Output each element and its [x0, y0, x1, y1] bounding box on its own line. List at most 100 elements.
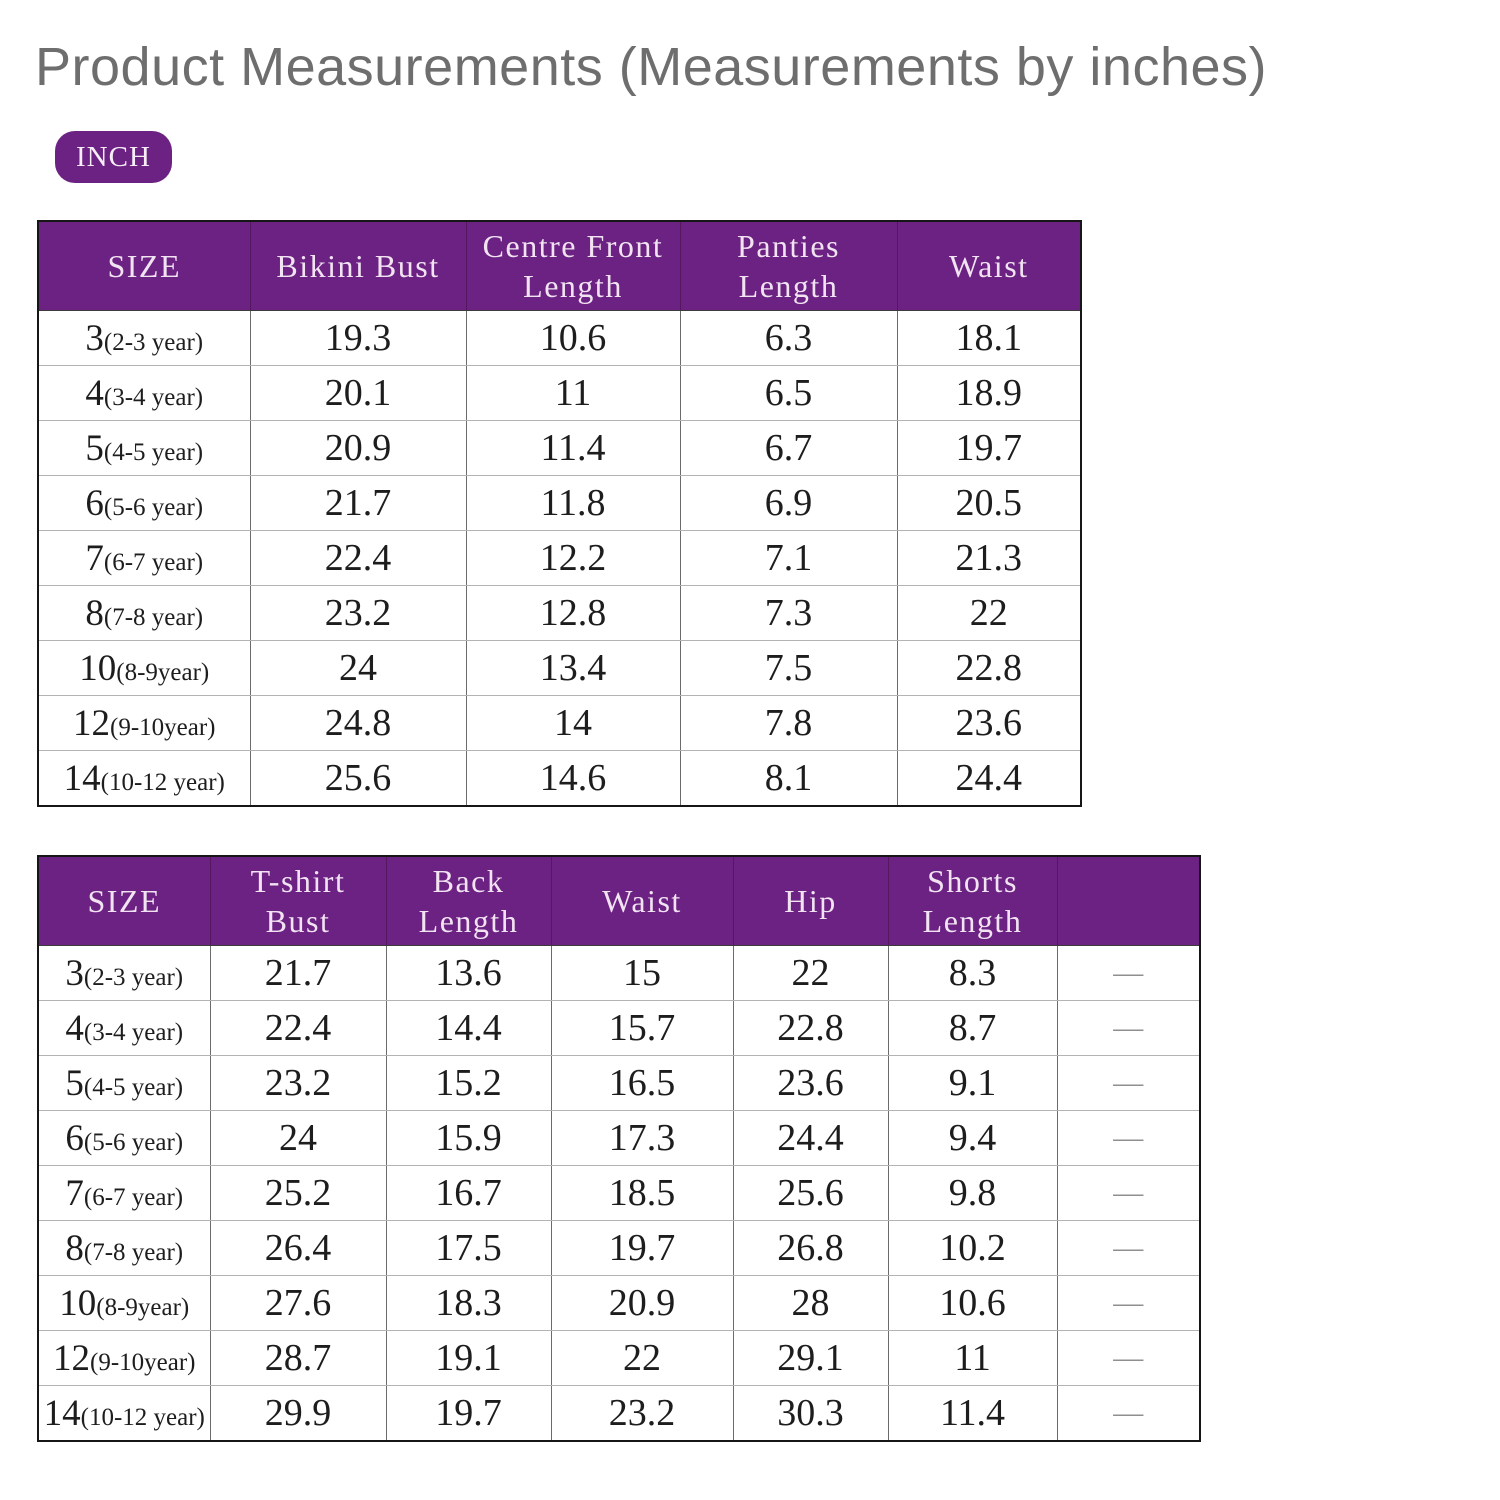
size-label: 7(6-7 year) [37, 530, 251, 586]
measurement-cell: 10.6 [887, 1275, 1058, 1331]
age-range: (6-7 year) [103, 549, 204, 576]
age-range: (8-9year) [116, 659, 210, 686]
empty-dash-cell: — [1056, 1110, 1201, 1166]
measurement-cell: 6.9 [679, 475, 898, 531]
measurement-cell: 24 [249, 640, 467, 696]
measurement-cell: 20.9 [550, 1275, 734, 1331]
size-number: 6 [85, 483, 104, 524]
table-row: 12(9-10year) 24.8 14 7.8 23.6 [37, 695, 1082, 751]
measurement-cell: 19.7 [385, 1385, 552, 1442]
tshirt-shorts-measurements-table: SIZE T-shirt Bust Back Length Waist Hip Short… [37, 855, 1201, 1442]
size-label: 8(7-8 year) [37, 1220, 211, 1276]
size-number: 8 [85, 593, 104, 634]
header-row: SIZE T-shirt Bust Back Length Waist Hip Short… [37, 856, 1201, 946]
column-header: Waist [896, 221, 1082, 311]
measurement-cell: 23.2 [550, 1385, 734, 1442]
empty-dash-cell: — [1056, 1165, 1201, 1221]
measurement-cell: 19.1 [385, 1330, 552, 1386]
measurement-cell: 12.2 [465, 530, 681, 586]
measurement-cell: 23.2 [209, 1055, 387, 1111]
measurement-cell: 13.4 [465, 640, 681, 696]
size-number: 7 [85, 538, 104, 579]
table-row: 5(4-5 year) 23.2 15.2 16.5 23.6 9.1— [37, 1055, 1201, 1111]
size-label: 10(8-9year) [37, 640, 251, 696]
table-row: 6(5-6 year) 24 15.9 17.3 24.4 9.4— [37, 1110, 1201, 1166]
measurement-cell: 22.8 [896, 640, 1082, 696]
measurement-cell: 11 [887, 1330, 1058, 1386]
measurement-cell: 20.5 [896, 475, 1082, 531]
size-number: 3 [85, 318, 104, 359]
empty-dash-cell: — [1056, 1055, 1201, 1111]
measurement-cell: 24.4 [896, 750, 1082, 807]
measurement-cell: 22 [896, 585, 1082, 641]
size-label: 12(9-10year) [37, 1330, 211, 1386]
measurement-cell: 27.6 [209, 1275, 387, 1331]
measurement-cell: 15 [550, 945, 734, 1001]
measurement-cell: 20.9 [249, 420, 467, 476]
column-header-empty [1056, 856, 1201, 946]
measurement-cell: 19.7 [550, 1220, 734, 1276]
size-number: 14 [43, 1393, 81, 1434]
measurement-cell: 18.9 [896, 365, 1082, 421]
table-row: 4(3-4 year) 22.4 14.4 15.7 22.8 8.7— [37, 1000, 1201, 1056]
table-row: 6(5-6 year) 21.7 11.8 6.9 20.5 [37, 475, 1082, 531]
size-number: 10 [79, 648, 117, 689]
empty-dash-cell: — [1056, 1220, 1201, 1276]
empty-dash-cell: — [1056, 1000, 1201, 1056]
measurement-cell: 16.7 [385, 1165, 552, 1221]
empty-dash-cell: — [1056, 1385, 1201, 1442]
measurement-cell: 15.9 [385, 1110, 552, 1166]
age-range: (6-7 year) [83, 1184, 184, 1211]
measurement-cell: 21.7 [209, 945, 387, 1001]
size-label: 6(5-6 year) [37, 475, 251, 531]
size-number: 14 [63, 758, 101, 799]
column-header: Shorts Length [887, 856, 1058, 946]
page-title: Product Measurements (Measurements by in… [35, 37, 1267, 97]
measurement-cell: 9.8 [887, 1165, 1058, 1221]
size-number: 5 [85, 428, 104, 469]
measurement-cell: 23.2 [249, 585, 467, 641]
table-row: 8(7-8 year) 26.4 17.5 19.7 26.8 10.2— [37, 1220, 1201, 1276]
column-header: Centre Front Length [465, 221, 681, 311]
age-range: (4-5 year) [83, 1074, 184, 1101]
measurement-cell: 17.5 [385, 1220, 552, 1276]
measurement-cell: 25.2 [209, 1165, 387, 1221]
table-row: 3(2-3 year) 19.3 10.6 6.3 18.1 [37, 310, 1082, 366]
measurement-cell: 24.4 [732, 1110, 889, 1166]
measurement-cell: 24.8 [249, 695, 467, 751]
age-range: (2-3 year) [103, 329, 204, 356]
age-range: (10-12 year) [100, 769, 225, 796]
age-range: (4-5 year) [103, 439, 204, 466]
table-row: 14(10-12 year) 25.6 14.6 8.1 24.4 [37, 750, 1082, 807]
measurement-cell: 14.4 [385, 1000, 552, 1056]
measurement-cell: 15.2 [385, 1055, 552, 1111]
measurement-cell: 21.3 [896, 530, 1082, 586]
age-range: (7-8 year) [103, 604, 204, 631]
measurement-cell: 21.7 [249, 475, 467, 531]
measurement-cell: 18.3 [385, 1275, 552, 1331]
measurement-cell: 8.7 [887, 1000, 1058, 1056]
measurement-cell: 11.4 [465, 420, 681, 476]
size-label: 12(9-10year) [37, 695, 251, 751]
measurement-cell: 29.9 [209, 1385, 387, 1442]
table-row: 7(6-7 year) 25.2 16.7 18.5 25.6 9.8— [37, 1165, 1201, 1221]
measurement-cell: 6.3 [679, 310, 898, 366]
measurement-cell: 15.7 [550, 1000, 734, 1056]
measurement-cell: 20.1 [249, 365, 467, 421]
size-label: 4(3-4 year) [37, 1000, 211, 1056]
measurement-cell: 12.8 [465, 585, 681, 641]
table-row: 7(6-7 year) 22.4 12.2 7.1 21.3 [37, 530, 1082, 586]
column-header: Hip [732, 856, 889, 946]
measurement-cell: 26.4 [209, 1220, 387, 1276]
measurement-cell: 19.7 [896, 420, 1082, 476]
measurement-cell: 24 [209, 1110, 387, 1166]
table-row: 4(3-4 year) 20.1 11 6.5 18.9 [37, 365, 1082, 421]
measurement-cell: 9.4 [887, 1110, 1058, 1166]
size-number: 4 [85, 373, 104, 414]
measurement-cell: 9.1 [887, 1055, 1058, 1111]
measurement-cell: 7.5 [679, 640, 898, 696]
measurement-cell: 8.3 [887, 945, 1058, 1001]
measurement-cell: 22.4 [249, 530, 467, 586]
measurement-cell: 7.3 [679, 585, 898, 641]
